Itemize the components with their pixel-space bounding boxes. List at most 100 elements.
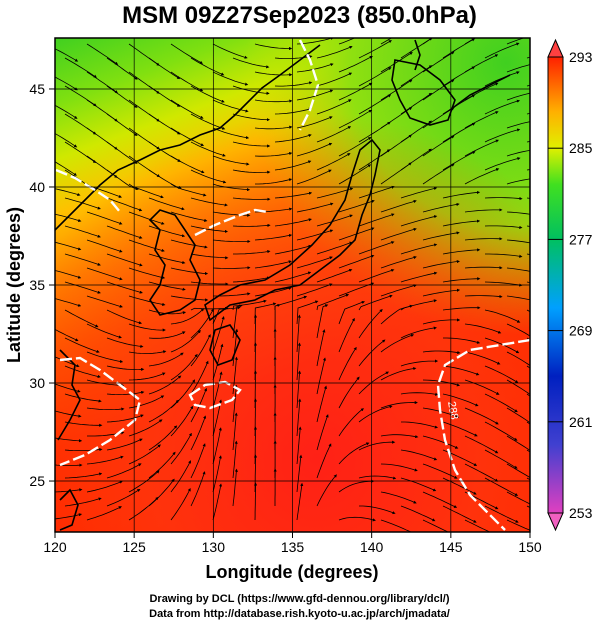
streamline — [359, 505, 396, 515]
streamline — [484, 128, 521, 143]
streamline — [55, 383, 81, 393]
streamline — [212, 99, 249, 113]
streamline — [148, 399, 180, 423]
streamline — [148, 57, 181, 80]
streamline — [338, 38, 356, 45]
streamline — [190, 443, 206, 479]
streamline — [148, 225, 186, 238]
streamline — [296, 116, 333, 129]
x-axis-label: Longitude (degrees) — [205, 562, 378, 582]
streamline — [442, 190, 481, 199]
streamline — [64, 57, 97, 78]
streamline — [170, 432, 192, 465]
streamline — [148, 352, 184, 367]
streamline — [212, 371, 223, 409]
streamline — [170, 43, 203, 64]
streamline — [358, 308, 383, 339]
streamline — [190, 415, 207, 451]
streamline — [128, 350, 167, 354]
streamline — [55, 188, 81, 196]
colorbar-body — [547, 56, 564, 514]
colorbar-tick-label: 269 — [569, 323, 593, 339]
streamline — [506, 519, 530, 531]
streamline — [464, 351, 501, 365]
streamline — [55, 161, 77, 176]
streamline — [190, 57, 225, 76]
streamline — [358, 475, 397, 480]
streamline — [358, 213, 395, 227]
x-tick-label: 125 — [122, 539, 146, 555]
streamline — [442, 219, 481, 227]
streamline — [506, 463, 530, 478]
streamline — [148, 113, 181, 135]
streamline — [148, 451, 176, 479]
streamline — [232, 440, 238, 479]
streamline — [106, 197, 143, 212]
streamline — [358, 94, 392, 115]
streamline — [64, 365, 101, 378]
streamline — [506, 407, 530, 424]
streamline — [464, 519, 491, 532]
streamline — [55, 270, 82, 279]
streamline — [86, 295, 123, 308]
streamline — [274, 81, 313, 87]
contour-label: 288 — [445, 400, 460, 420]
streamline — [64, 497, 102, 507]
streamline — [64, 281, 101, 294]
colorbar-ticks: 253 261 269 277 285 293 — [548, 49, 593, 521]
streamline — [232, 412, 238, 451]
streamline — [254, 260, 292, 269]
streamline — [484, 42, 520, 59]
streamline — [316, 268, 353, 283]
streamline — [106, 463, 142, 479]
streamline — [380, 256, 417, 269]
streamline — [86, 379, 125, 387]
x-axis-ticks: 120 125 130 135 140 145 150 — [43, 532, 542, 555]
streamline — [128, 419, 163, 437]
colorbar-tick-label: 293 — [569, 49, 593, 65]
streamline — [170, 308, 205, 325]
x-tick-label: 120 — [43, 539, 67, 555]
streamline — [55, 48, 79, 62]
streamline — [338, 109, 372, 129]
streamline — [86, 43, 119, 65]
streamline — [316, 385, 328, 423]
streamline — [148, 85, 181, 107]
streamline — [170, 99, 204, 119]
streamline — [422, 79, 455, 101]
streamline — [338, 55, 373, 73]
streamline — [464, 237, 503, 241]
streamline — [484, 449, 518, 469]
streamline — [233, 250, 271, 255]
streamline — [106, 113, 138, 136]
streamline — [380, 304, 413, 325]
streamline — [316, 357, 326, 395]
streamline — [253, 482, 258, 521]
streamline — [212, 266, 251, 270]
streamline — [380, 519, 416, 532]
streamline — [464, 323, 502, 334]
lat-lon-grid — [55, 38, 530, 532]
streamline — [358, 185, 395, 199]
streamline — [106, 337, 144, 348]
streamline — [254, 125, 293, 130]
streamline — [484, 281, 523, 287]
streamline — [190, 225, 229, 233]
streamline — [506, 178, 530, 185]
streamline — [358, 121, 391, 143]
streamline — [358, 371, 390, 395]
streamline — [380, 334, 415, 353]
streamline — [232, 328, 239, 367]
streamline — [401, 421, 439, 429]
streamline — [190, 141, 226, 157]
streamline — [316, 293, 350, 311]
streamline — [128, 395, 165, 409]
streamline — [338, 442, 370, 465]
streamline — [128, 372, 166, 381]
streamline — [170, 127, 205, 146]
streamline — [190, 169, 227, 184]
streamline — [338, 376, 360, 409]
streamline — [442, 248, 481, 255]
streamline — [380, 491, 417, 504]
streamline — [380, 434, 419, 439]
